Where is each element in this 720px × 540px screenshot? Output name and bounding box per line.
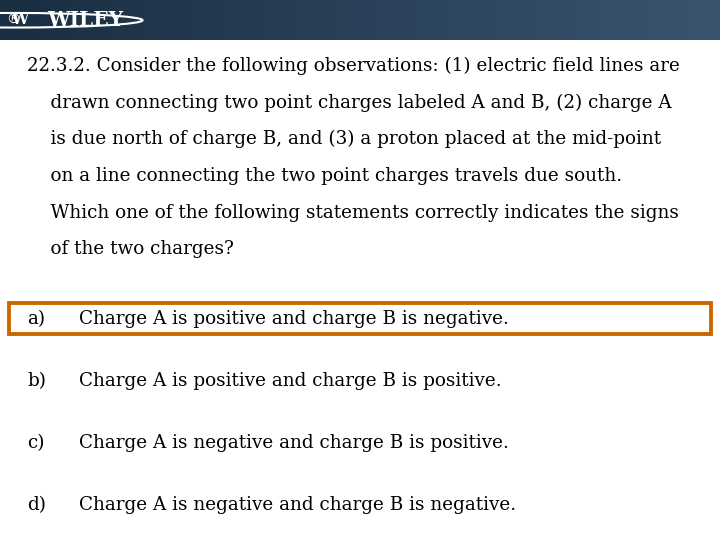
Text: Charge A is positive and charge B is negative.: Charge A is positive and charge B is neg… <box>79 309 509 328</box>
Text: b): b) <box>27 372 46 390</box>
Text: on a line connecting the two point charges travels due south.: on a line connecting the two point charg… <box>27 167 623 185</box>
Text: drawn connecting two point charges labeled A and B, (2) charge A: drawn connecting two point charges label… <box>27 93 672 112</box>
Text: d): d) <box>27 496 46 514</box>
Text: Which one of the following statements correctly indicates the signs: Which one of the following statements co… <box>27 204 679 221</box>
Text: c): c) <box>27 434 45 452</box>
Text: 22.3.2. Consider the following observations: (1) electric field lines are: 22.3.2. Consider the following observati… <box>27 57 680 75</box>
Text: of the two charges?: of the two charges? <box>27 240 234 258</box>
FancyBboxPatch shape <box>9 303 711 334</box>
Text: is due north of charge B, and (3) a proton placed at the mid-point: is due north of charge B, and (3) a prot… <box>27 130 662 148</box>
Text: Charge A is positive and charge B is positive.: Charge A is positive and charge B is pos… <box>79 372 502 390</box>
Text: a): a) <box>27 309 45 328</box>
Text: W: W <box>12 14 29 27</box>
Text: Charge A is negative and charge B is negative.: Charge A is negative and charge B is neg… <box>79 496 516 514</box>
Text: WILEY: WILEY <box>47 10 123 30</box>
Text: Charge A is negative and charge B is positive.: Charge A is negative and charge B is pos… <box>79 434 509 452</box>
Text: ®: ® <box>6 14 20 27</box>
